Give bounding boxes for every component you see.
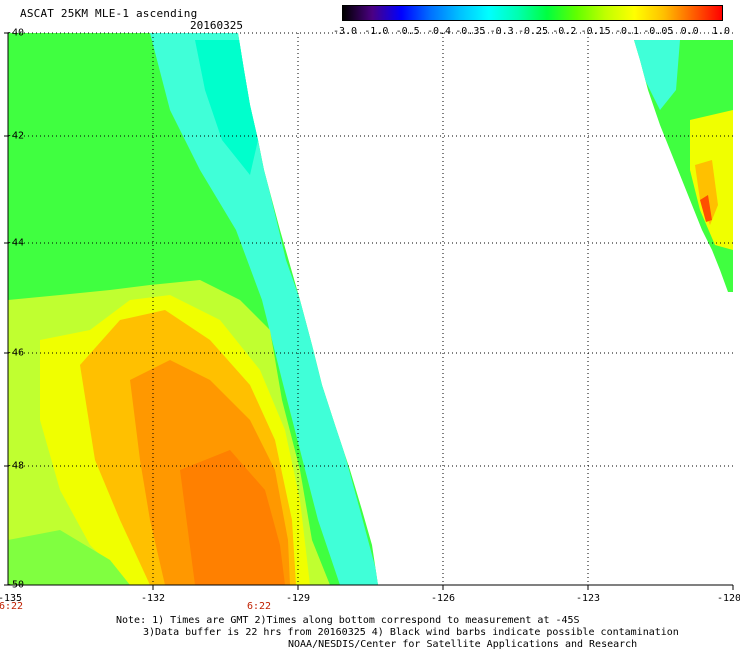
swath-region-orange-dark — [180, 450, 285, 585]
lat-label: -48 — [6, 460, 25, 472]
right-swath — [634, 40, 733, 292]
swath-region-orange-light — [695, 160, 718, 225]
swath-region-green-light — [8, 530, 130, 585]
color-scale-tick-label: -0.35 — [455, 26, 486, 37]
color-scale-tick-label: -0.1 — [614, 26, 640, 37]
color-scale-tick-label: -0.25 — [517, 26, 549, 37]
lon-label: -135 — [0, 593, 23, 604]
time-label: 6:22 — [0, 601, 24, 612]
swath-region-cyan — [150, 33, 378, 585]
note-line-2: 3)Data buffer is 22 hrs from 20160325 4)… — [143, 627, 679, 638]
lat-label: -42 — [6, 130, 25, 142]
color-scale-tick-label: -3.0 — [332, 26, 358, 37]
color-scale-tick-label: -0.4 — [426, 26, 452, 37]
swath-region-red — [700, 195, 712, 222]
lat-label: -44 — [6, 237, 25, 249]
note-line-3: NOAA/NESDIS/Center for Satellite Applica… — [288, 639, 638, 650]
time-label: 6:22 — [246, 601, 272, 612]
swath-region-cyan-core — [195, 40, 258, 175]
color-scale-tick-label: -0.15 — [580, 26, 611, 37]
color-scale-tick-label: -0.2 — [552, 26, 577, 37]
color-scale-tick-label: 0.0 — [680, 26, 699, 37]
product-date: 20160325 — [190, 19, 243, 32]
note-line-1: Note: 1) Times are GMT 2)Times along bot… — [116, 615, 580, 626]
lon-label: -126 — [430, 593, 456, 604]
product-title: ASCAT 25KM MLE-1 ascending — [20, 7, 198, 20]
swath-region-cyan — [634, 40, 680, 110]
color-scale-tick-label: -1.0 — [364, 26, 389, 37]
lon-label: -132 — [140, 593, 166, 604]
lat-label: -40 — [6, 27, 25, 39]
lat-label: -46 — [6, 347, 25, 359]
color-scale-tick-label: 1.0 — [711, 26, 731, 37]
lon-label: -120 — [716, 593, 740, 604]
color-scale-tick-label: -0.05 — [643, 26, 674, 37]
color-scale-tick-label: -0.5 — [395, 26, 420, 37]
color-scale-tick-label: -0.3 — [489, 26, 514, 37]
lat-label: -50 — [6, 579, 25, 591]
lon-label: -129 — [285, 593, 311, 604]
left-swath — [8, 33, 378, 585]
lon-label: -123 — [575, 593, 601, 604]
color-scale-bar — [342, 5, 723, 21]
